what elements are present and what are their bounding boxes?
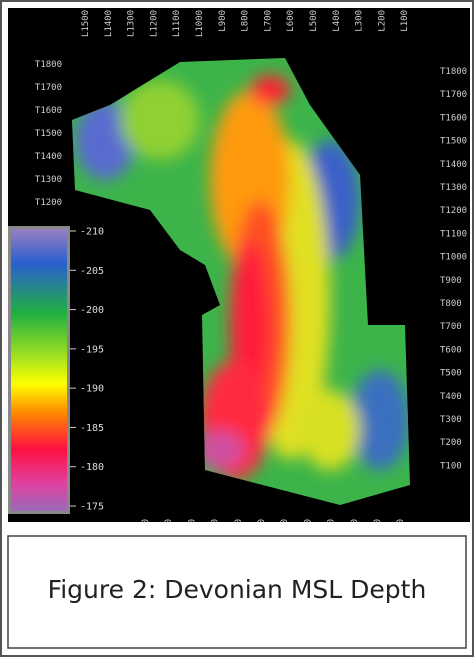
grid-label: L700 [257, 519, 267, 541]
grid-label: T1300 [440, 183, 467, 193]
grid-label: T1600 [35, 106, 62, 116]
grid-label: L1100 [164, 519, 174, 546]
grid-label: L1000 [195, 10, 205, 37]
grid-label: L300 [350, 519, 360, 541]
grid-label: L1200 [149, 10, 159, 37]
grid-label: T1400 [35, 152, 62, 162]
grid-label: L800 [234, 519, 244, 541]
colorbar-label: -205 [80, 266, 104, 277]
colorbar [11, 229, 67, 511]
grid-label: L300 [355, 10, 365, 32]
colorbar-label: -200 [80, 305, 104, 316]
grid-label: L1200 [141, 519, 151, 546]
grid-label: T600 [440, 345, 462, 355]
grid-label: T400 [440, 392, 462, 402]
grid-label: T300 [440, 415, 462, 425]
caption-box [7, 535, 467, 649]
grid-label: T1000 [440, 253, 467, 263]
grid-label: L1500 [81, 10, 91, 37]
grid-label: L200 [373, 519, 383, 541]
grid-label: L1100 [172, 10, 182, 37]
grid-label: T1600 [440, 113, 467, 123]
colorbar-label: -175 [80, 502, 104, 513]
grid-label: T1100 [440, 229, 467, 239]
grid-label: T1700 [440, 90, 467, 100]
grid-label: T800 [440, 299, 462, 309]
grid-label: L200 [377, 10, 387, 32]
grid-label: T1300 [35, 175, 62, 185]
grid-label: L100 [400, 10, 410, 32]
grid-label: L100 [396, 519, 406, 541]
grid-label: T1200 [440, 206, 467, 216]
grid-label: L600 [286, 10, 296, 32]
caption: Figure 2: Devonian MSL Depth [48, 575, 427, 604]
grid-label: T700 [440, 322, 462, 332]
grid-label: L500 [303, 519, 313, 541]
grid-label: L1000 [187, 519, 197, 546]
colorbar-label: -180 [80, 462, 104, 473]
grid-label: L1400 [104, 10, 114, 37]
grid-label: L700 [263, 10, 273, 32]
colorbar-label: -195 [80, 344, 104, 355]
grid-label: T1500 [35, 129, 62, 139]
grid-label: T900 [440, 276, 462, 286]
grid-label: L600 [280, 519, 290, 541]
grid-label: L500 [309, 10, 319, 32]
grid-label: L800 [241, 10, 251, 32]
grid-label: T1800 [35, 60, 62, 70]
colorbar-label: -210 [80, 227, 104, 238]
depth-map [72, 58, 410, 505]
grid-label: T100 [440, 461, 462, 471]
grid-label: L1300 [127, 10, 137, 37]
grid-label: L400 [327, 519, 337, 541]
grid-label: L900 [218, 10, 228, 32]
grid-label: T500 [440, 369, 462, 379]
grid-label: L400 [332, 10, 342, 32]
grid-label: T200 [440, 438, 462, 448]
grid-label: T1700 [35, 83, 62, 93]
colorbar-label: -185 [80, 423, 104, 434]
grid-label: T1500 [440, 137, 467, 147]
grid-label: T1400 [440, 160, 467, 170]
grid-label: T1800 [440, 67, 467, 77]
colorbar-label: -190 [80, 384, 104, 395]
grid-label: T1200 [35, 198, 62, 208]
grid-label: L900 [211, 519, 221, 541]
